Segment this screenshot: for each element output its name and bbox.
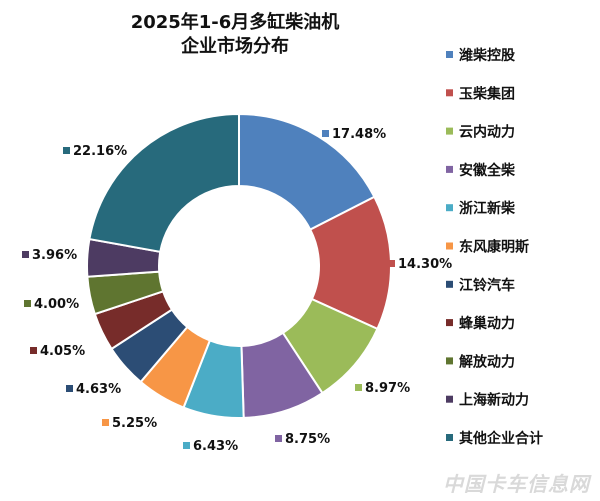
data-label-marker-9 [24,300,31,307]
legend-marker-2 [446,89,453,97]
data-label-marker-7 [66,385,73,392]
slice-11 [88,112,240,253]
data-label-marker-1 [322,130,329,137]
legend-label-5: 浙江新柴 [459,200,516,217]
data-label-8: 4.05% [40,344,85,359]
slice-1 [238,112,376,231]
data-label-marker-3 [355,384,362,391]
legend-marker-10 [446,395,453,403]
data-label-4: 8.75% [285,432,330,447]
chart-title: 2025年1-6月多缸柴油机 [130,12,340,33]
legend-marker-11 [446,434,453,441]
legend-label-9: 解放动力 [459,353,515,370]
legend-label-7: 江铃汽车 [459,277,515,294]
data-label-marker-8 [30,347,37,354]
legend-marker-1 [446,51,453,58]
data-label-2: 14.30% [398,257,452,272]
watermark: 中国卡车信息网 [443,472,590,496]
legend-label-10: 上海新动力 [459,392,529,409]
data-label-marker-6 [102,419,109,426]
data-label-marker-4 [275,435,282,442]
legend-label-11: 其他企业合计 [459,430,543,447]
legend-marker-5 [446,204,453,212]
legend-label-3: 云内动力 [459,124,515,141]
data-label-1: 17.48% [332,127,386,142]
legend-label-4: 安徽全柴 [459,162,516,179]
legend-label-2: 玉柴集团 [459,85,515,102]
data-label-3: 8.97% [365,381,410,396]
data-label-marker-11 [63,147,70,154]
data-label-10: 3.96% [32,248,77,263]
legend-label-8: 蜂巢动力 [459,315,515,332]
data-label-7: 4.63% [76,382,121,397]
legend-marker-3 [446,127,453,135]
legend-marker-7 [446,280,453,288]
data-label-6: 5.25% [112,416,157,431]
chart-subtitle: 企业市场分布 [181,36,289,57]
data-label-9: 4.00% [34,297,79,312]
legend-label-6: 东风康明斯 [459,239,529,256]
data-label-5: 6.43% [193,439,238,454]
data-label-11: 22.16% [73,144,127,159]
data-label-marker-2 [388,260,395,267]
legend-marker-4 [446,165,453,173]
legend-marker-6 [446,242,453,250]
legend-marker-8 [446,319,453,327]
data-label-marker-5 [183,442,190,449]
legend-marker-9 [446,357,453,365]
legend-label-1: 潍柴控股 [459,47,516,64]
data-label-marker-10 [22,251,29,258]
